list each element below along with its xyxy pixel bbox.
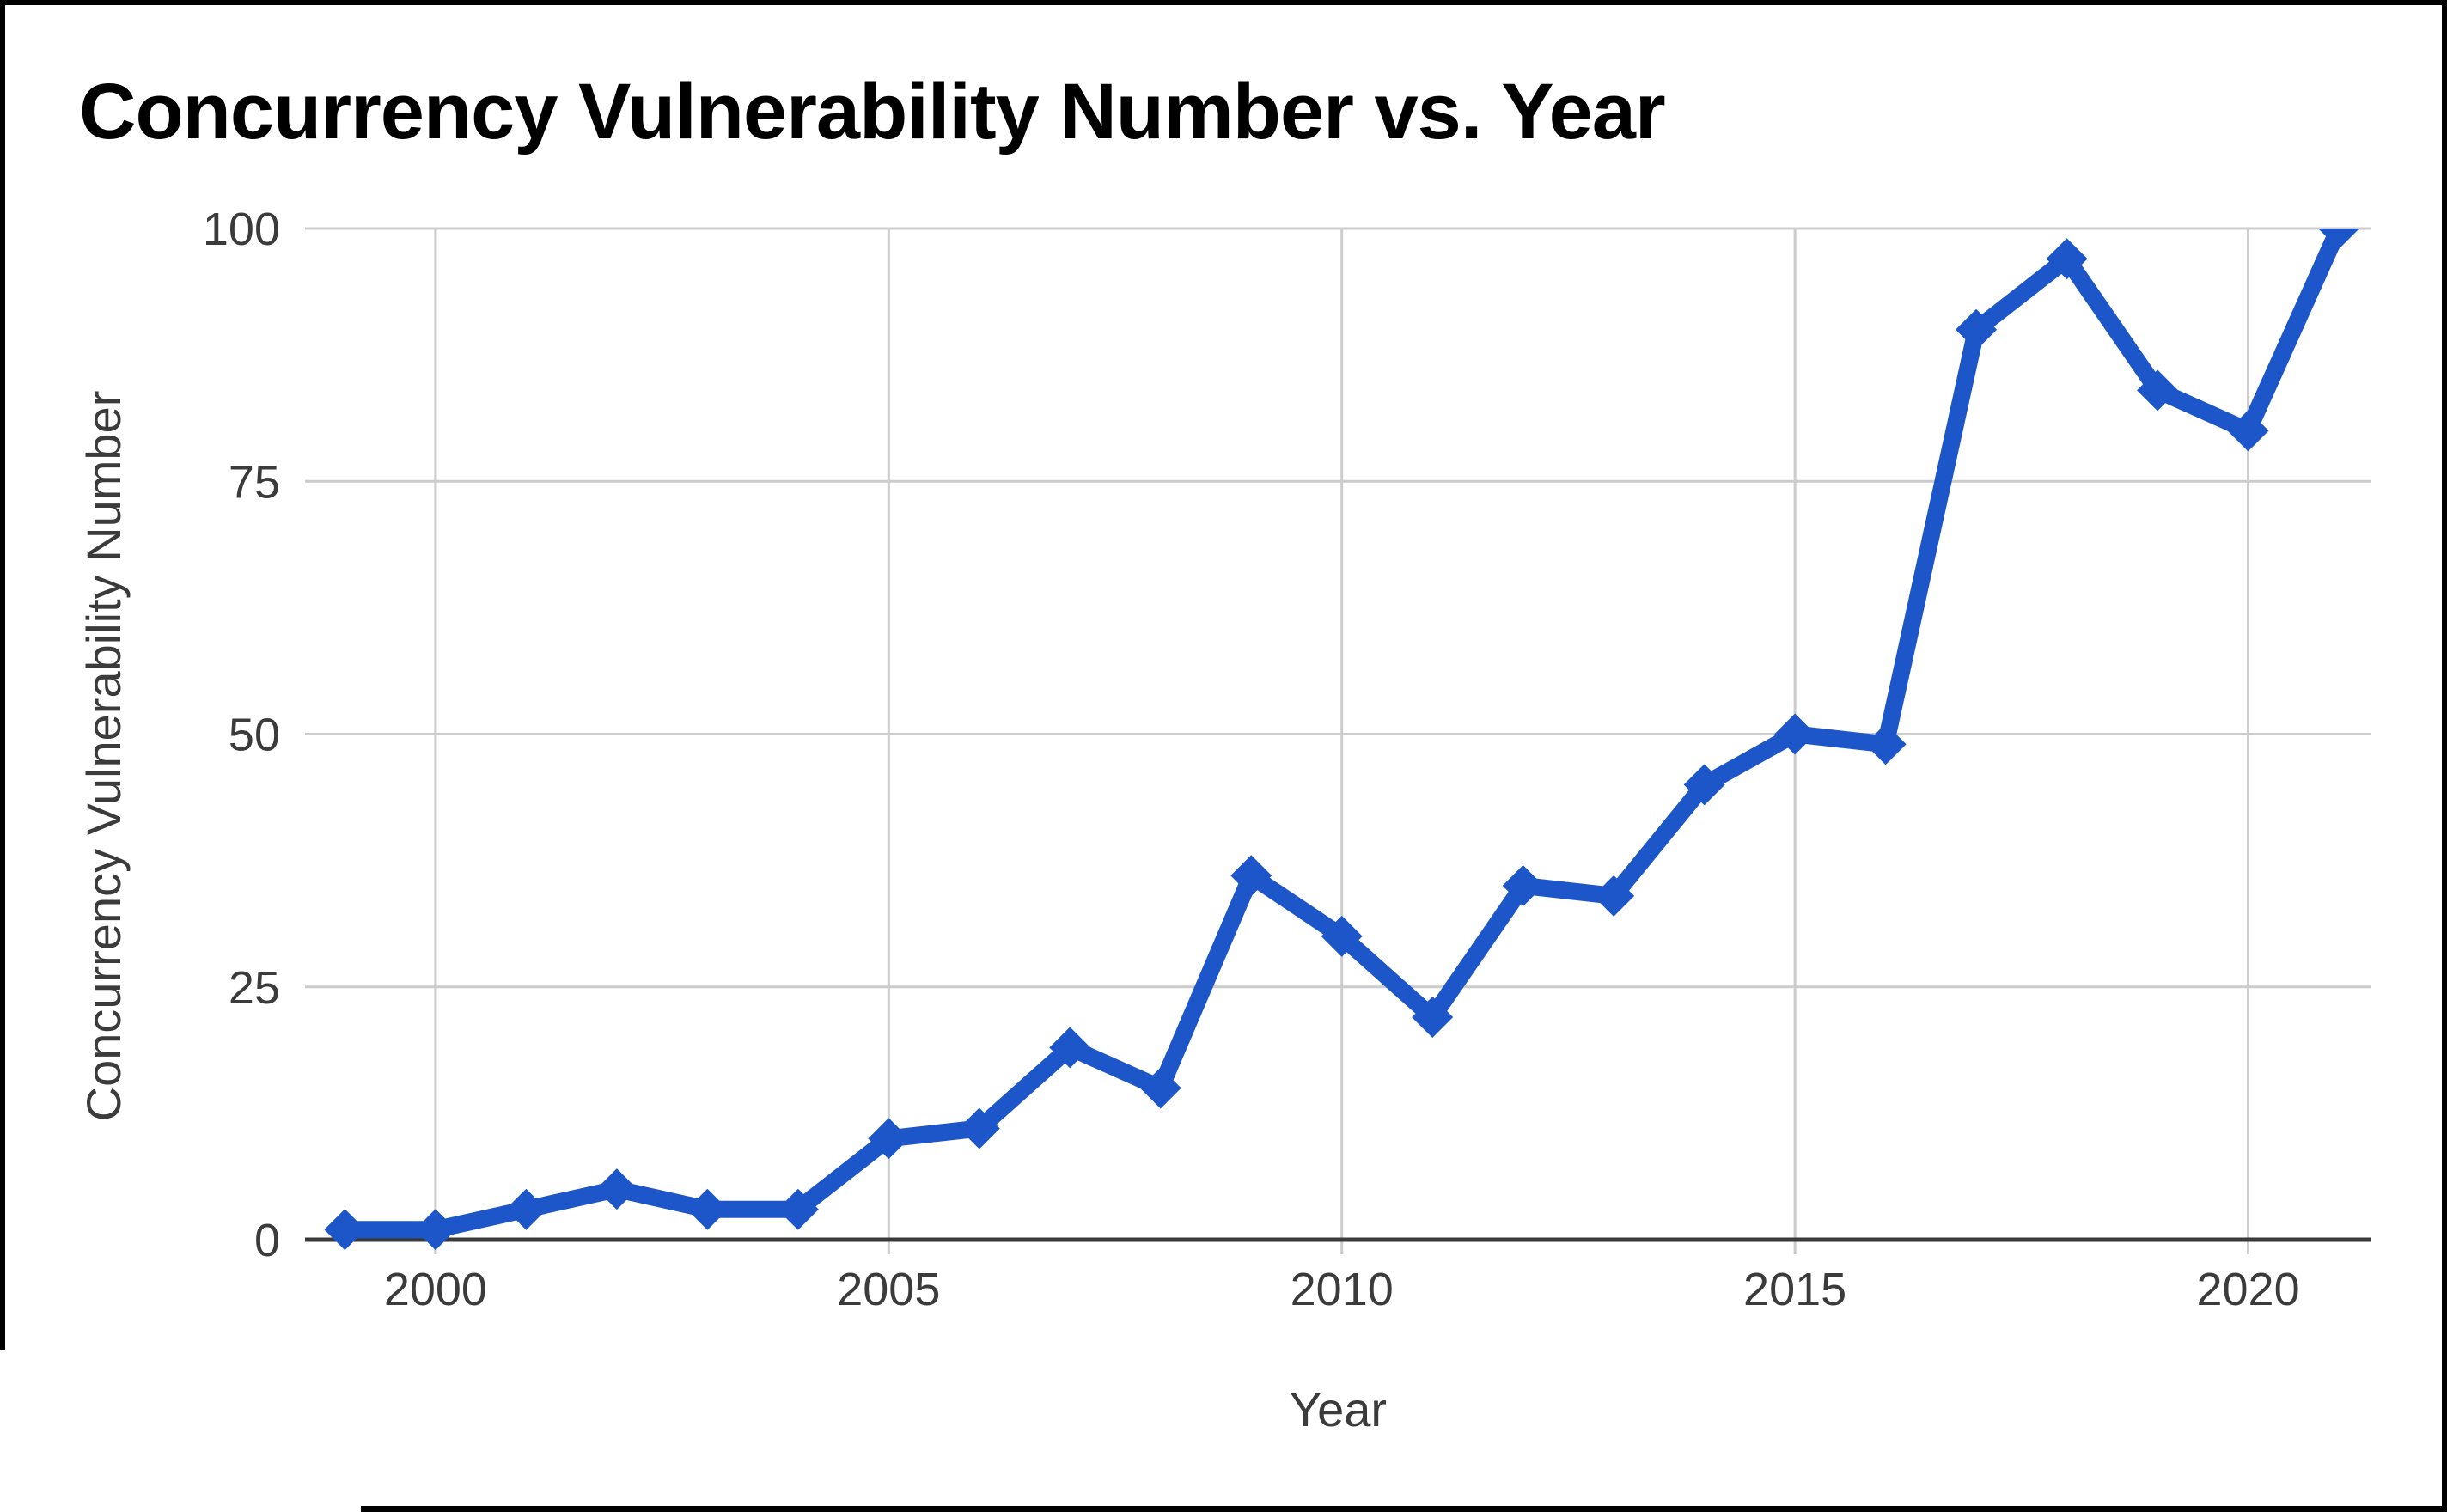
data-point-marker xyxy=(414,1209,456,1251)
data-point-marker xyxy=(958,1107,1000,1149)
data-point-marker xyxy=(687,1188,729,1230)
series-group xyxy=(324,229,2360,1251)
data-point-marker xyxy=(1864,723,1907,765)
frame-border-bottom xyxy=(361,1506,2447,1512)
data-point-marker xyxy=(2137,369,2179,412)
data-point-marker xyxy=(1593,875,1635,917)
data-point-marker xyxy=(1139,1067,1181,1109)
y-tick-label: 0 xyxy=(254,1215,280,1266)
y-axis-title: Concurrency Vulnerability Number xyxy=(76,391,131,1122)
x-tick-label: 2005 xyxy=(837,1264,940,1315)
data-point-marker xyxy=(1230,855,1272,897)
data-point-marker xyxy=(777,1188,819,1230)
data-point-marker xyxy=(1321,915,1363,957)
x-axis-title: Year xyxy=(1290,1382,1387,1436)
data-point-marker xyxy=(2046,238,2088,280)
x-tick-label: 2015 xyxy=(1743,1264,1846,1315)
data-point-marker xyxy=(1049,1027,1091,1069)
data-point-marker xyxy=(2318,229,2360,249)
data-point-marker xyxy=(1956,308,1998,351)
y-tick-label: 25 xyxy=(229,962,280,1014)
y-tick-label: 75 xyxy=(229,456,280,508)
y-tick-label: 100 xyxy=(203,204,280,255)
data-point-marker xyxy=(868,1118,910,1160)
x-tick-label: 2010 xyxy=(1291,1264,1394,1315)
chart-title: Concurrency Vulnerability Number vs. Yea… xyxy=(79,68,1666,155)
data-point-marker xyxy=(505,1188,547,1230)
data-point-marker xyxy=(1683,764,1725,806)
x-tick-label: 2000 xyxy=(384,1264,487,1315)
data-point-marker xyxy=(595,1168,638,1210)
frame-border-left xyxy=(0,0,5,1350)
x-tick-label: 2020 xyxy=(2196,1264,2299,1315)
data-point-marker xyxy=(324,1209,366,1251)
data-point-marker xyxy=(1502,865,1544,907)
y-tick-label: 50 xyxy=(229,710,280,761)
data-point-marker xyxy=(1774,713,1816,755)
frame-border-top xyxy=(0,0,2447,5)
data-point-marker xyxy=(1412,997,1454,1039)
data-point-marker xyxy=(2227,410,2269,452)
frame-border-right xyxy=(2442,0,2447,1512)
